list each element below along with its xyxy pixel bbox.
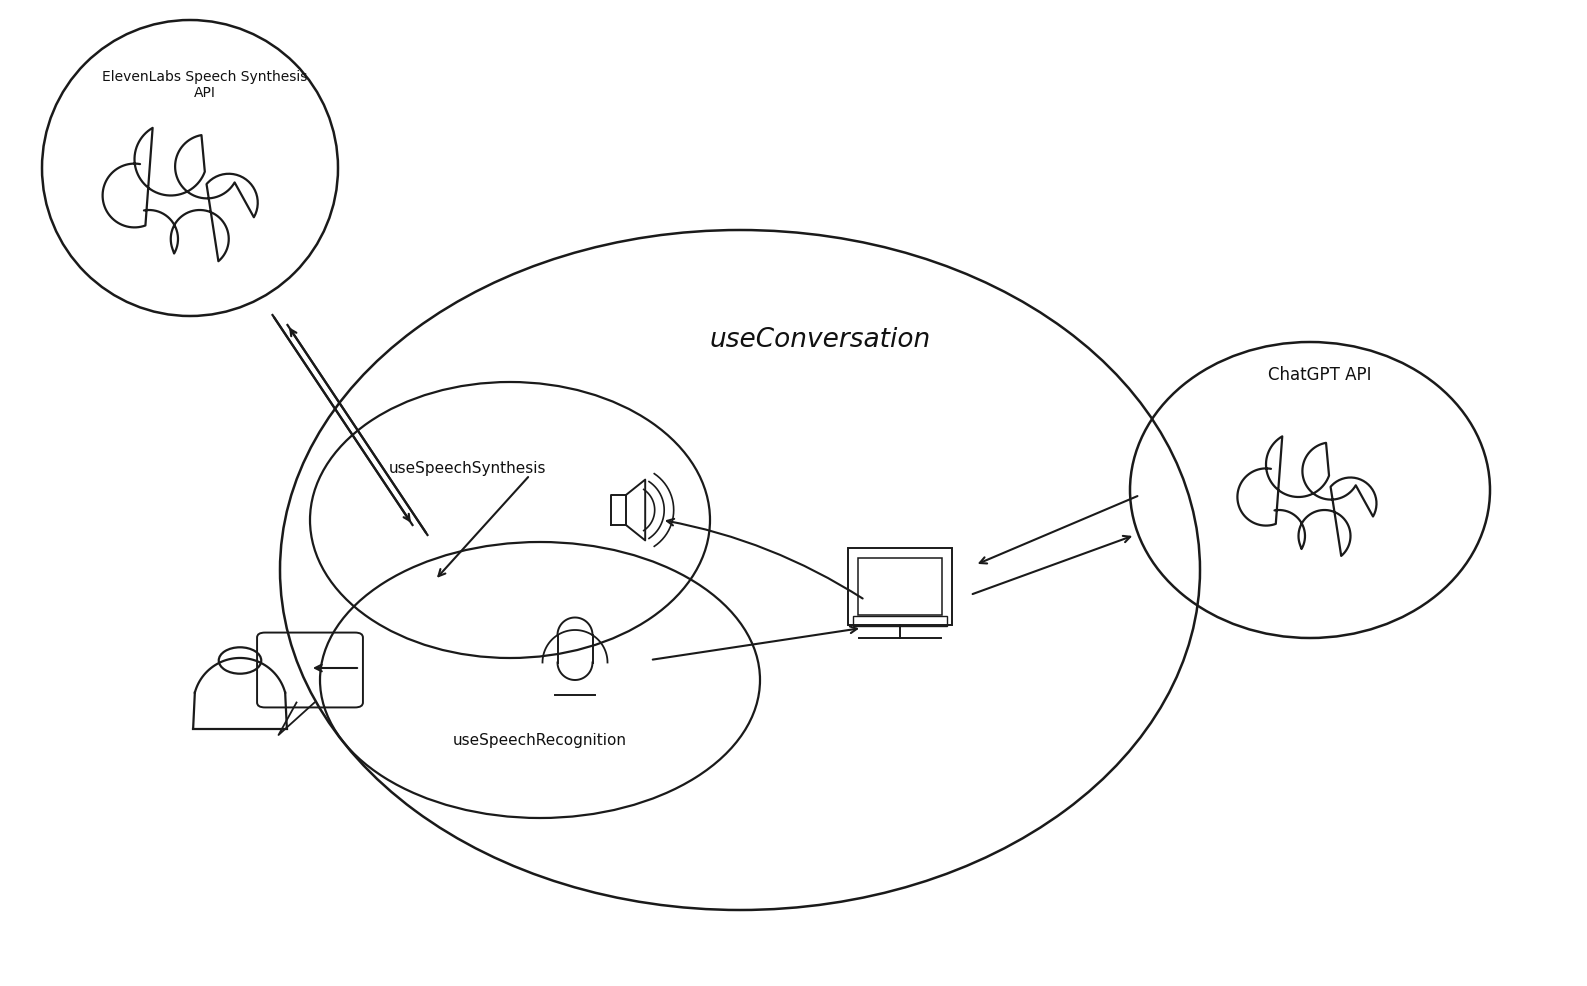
Text: useSpeechSynthesis: useSpeechSynthesis bbox=[389, 460, 548, 475]
Text: ElevenLabs Speech Synthesis
API: ElevenLabs Speech Synthesis API bbox=[102, 70, 308, 101]
Text: useSpeechRecognition: useSpeechRecognition bbox=[452, 733, 627, 747]
Bar bbox=[847, 548, 952, 624]
Text: ChatGPT API: ChatGPT API bbox=[1268, 366, 1371, 384]
Text: useConversation: useConversation bbox=[709, 327, 930, 353]
Bar bbox=[857, 558, 943, 615]
Bar bbox=[852, 615, 947, 626]
